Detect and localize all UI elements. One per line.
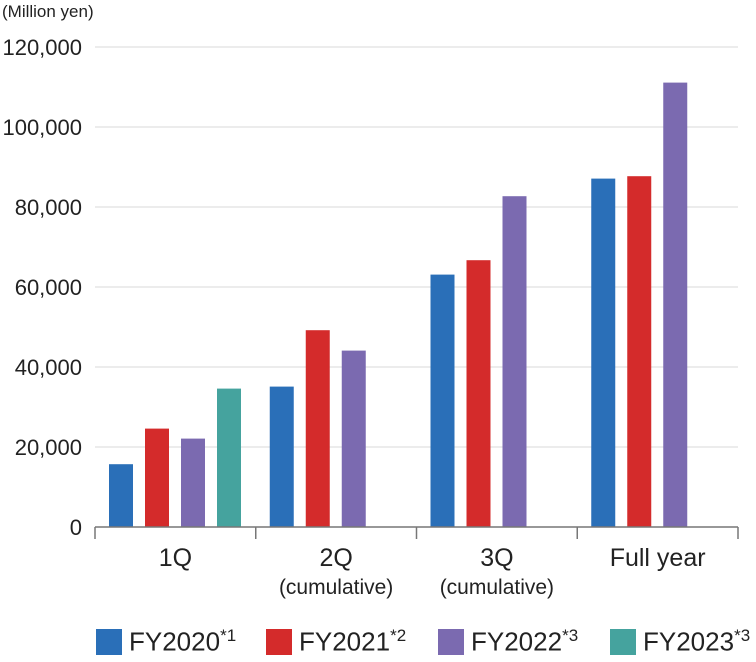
bar-fy2020-2 [269, 386, 294, 527]
bar-fy2020-3 [430, 274, 455, 527]
bar-fy2021-3 [466, 260, 491, 527]
legend-item-fy2021: FY2021*2 [266, 622, 406, 662]
legend-footnote-mark: *2 [390, 626, 407, 646]
chart-legend: FY2020*1 FY2021*2 FY2022*3 FY2023*3 [0, 622, 756, 662]
x-category-label: 2Q [319, 544, 352, 572]
legend-item-fy2023: FY2023*3 [610, 622, 750, 662]
legend-label: FY2023*3 [643, 626, 750, 658]
y-tick-label: 0 [70, 515, 82, 540]
legend-footnote-mark: *1 [220, 626, 237, 646]
bar-fy2021-4 [627, 176, 652, 527]
legend-item-fy2020: FY2020*1 [96, 622, 236, 662]
legend-series-name: FY2020 [129, 626, 221, 657]
bar-fy2020-4 [591, 178, 616, 527]
legend-series-name: FY2023 [643, 626, 735, 657]
x-category-label: 3Q [480, 544, 513, 572]
legend-swatch [266, 629, 292, 655]
legend-footnote-mark: *3 [562, 626, 579, 646]
bar-fy2021-1 [145, 428, 169, 527]
bar-fy2020-1 [109, 464, 133, 527]
legend-label: FY2021*2 [299, 626, 406, 658]
x-category-sublabel: (cumulative) [440, 576, 554, 599]
bar-fy2021-2 [305, 330, 330, 527]
y-axis-unit-label: (Million yen) [2, 2, 94, 21]
y-tick-label: 20,000 [15, 435, 82, 460]
legend-item-fy2022: FY2022*3 [438, 622, 578, 662]
legend-series-name: FY2022 [471, 626, 563, 657]
x-category-label: 1Q [159, 544, 192, 572]
legend-series-name: FY2021 [299, 626, 391, 657]
legend-swatch [96, 629, 122, 655]
bar-fy2022-2 [341, 350, 366, 527]
bar-fy2022-4 [663, 82, 688, 527]
revenue-bar-chart: (Million yen) 0 20,000 40,000 60,000 80,000 1… [2, 2, 739, 599]
x-category-label: Full year [610, 544, 706, 572]
y-tick-label: 60,000 [15, 275, 82, 300]
legend-footnote-mark: *3 [734, 626, 751, 646]
bar-fy2022-3 [502, 196, 527, 527]
bar-fy2022-1 [181, 438, 205, 527]
y-tick-label: 40,000 [15, 355, 82, 380]
legend-swatch [610, 629, 636, 655]
legend-label: FY2020*1 [129, 626, 236, 658]
x-category-sublabel: (cumulative) [279, 576, 393, 599]
bar-fy2023-1 [217, 388, 241, 527]
legend-label: FY2022*3 [471, 626, 578, 658]
y-tick-label: 120,000 [2, 35, 82, 60]
legend-swatch [438, 629, 464, 655]
y-tick-label: 100,000 [2, 115, 82, 140]
y-tick-label: 80,000 [15, 195, 82, 220]
